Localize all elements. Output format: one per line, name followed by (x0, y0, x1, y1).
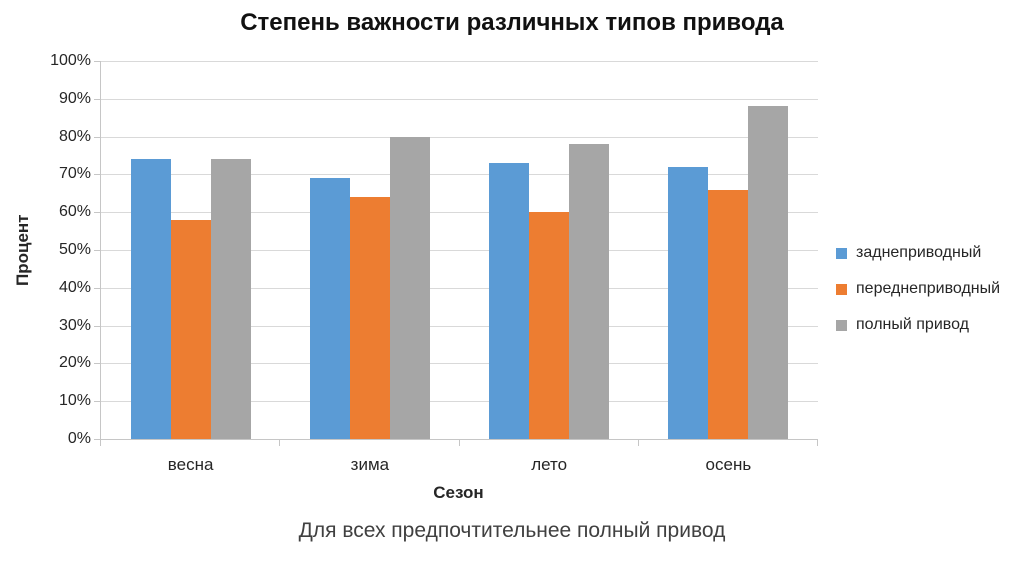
y-tick-label: 30% (58, 316, 91, 334)
bar-series2-cat3 (748, 106, 789, 439)
x-axis-tick (637, 440, 639, 446)
bar-series2-cat1 (389, 136, 430, 439)
legend-item-label: переднеприводный (856, 280, 1001, 297)
gridline (101, 174, 818, 176)
y-axis-tick (94, 287, 100, 289)
x-category-label: лето (531, 455, 568, 474)
y-tick-label: 100% (50, 52, 91, 69)
x-category-label: осень (705, 455, 752, 474)
bar-series2-cat0 (210, 159, 251, 439)
bar-series2-cat2 (569, 144, 610, 439)
y-tick-label: 40% (58, 278, 91, 296)
bar-group-2 (460, 61, 639, 439)
x-category-label: весна (167, 455, 214, 474)
bar-series1-cat1 (349, 197, 390, 439)
y-tick-label: 10% (58, 392, 91, 410)
chart-caption: Для всех предпочтительнее полный привод (298, 519, 726, 542)
gridline (101, 98, 818, 100)
bar-series1-cat0 (170, 219, 211, 439)
y-axis-tick (94, 250, 100, 251)
legend-item-1: переднеприводный (836, 271, 1000, 307)
bar-series1-cat2 (529, 212, 570, 439)
legend-swatch-icon (836, 283, 847, 295)
bar-series0-cat0 (130, 159, 171, 439)
y-axis-tick (94, 439, 100, 440)
y-axis-tick (94, 136, 100, 138)
gridline (101, 250, 818, 251)
legend-item-2: полный привод (836, 307, 1000, 343)
y-tick-label: 50% (58, 241, 91, 258)
y-axis-title: Процент (13, 214, 32, 286)
gridline (101, 212, 818, 214)
gridline (101, 287, 818, 289)
bar-series0-cat1 (309, 178, 350, 439)
x-axis-tick (100, 440, 101, 446)
y-tick-label: 90% (58, 89, 91, 107)
x-axis-tick (817, 440, 818, 446)
y-axis-tick (94, 174, 100, 176)
legend: заднеприводный переднеприводный полный при… (836, 235, 1000, 343)
gridline (101, 401, 818, 403)
y-tick-label: 20% (58, 354, 91, 372)
y-axis-tick (94, 363, 100, 365)
legend-swatch-icon (836, 247, 847, 259)
y-tick-label: 60% (58, 203, 91, 221)
y-axis-tick (94, 401, 100, 403)
y-axis-tick (94, 212, 100, 214)
gridline (101, 61, 818, 62)
y-tick-label: 0% (67, 430, 91, 447)
legend-item-label: полный привод (856, 316, 969, 333)
y-axis-tick (94, 61, 100, 62)
chart-title: Степень важности различных типов привода (240, 9, 784, 36)
plot-area: 0% 10% 20% 30% 40% 50% 60% 70% 80% 90% 100% весна зи… (50, 53, 818, 474)
y-axis-tick (94, 325, 100, 327)
x-axis-title: Сезон (433, 483, 484, 502)
bar-series0-cat2 (489, 163, 530, 439)
x-category-label: зима (350, 455, 390, 474)
bar-group-0 (101, 61, 280, 439)
x-axis-tick (279, 440, 281, 446)
legend-item-label: заднеприводный (856, 244, 982, 261)
y-axis-tick (94, 98, 100, 100)
bar-group-3 (639, 61, 818, 439)
y-tick-label: 70% (58, 165, 91, 183)
bar-group-1 (280, 61, 459, 439)
bar-series1-cat3 (708, 189, 749, 439)
gridline (101, 325, 818, 327)
x-axis-tick (458, 440, 460, 446)
gridline (101, 363, 818, 365)
legend-item-0: заднеприводный (836, 235, 1000, 271)
legend-swatch-icon (836, 319, 847, 331)
bar-series0-cat3 (668, 166, 709, 439)
y-tick-label: 80% (58, 127, 91, 145)
gridline (101, 136, 818, 138)
